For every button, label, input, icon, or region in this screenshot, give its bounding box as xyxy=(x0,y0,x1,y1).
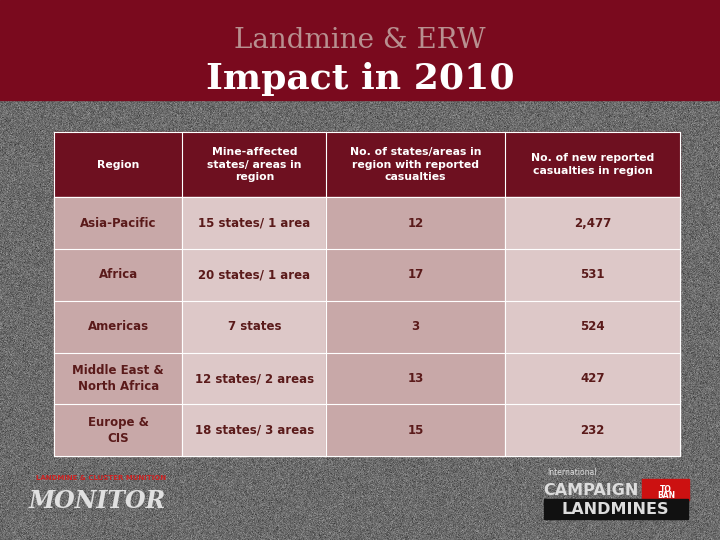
Text: 531: 531 xyxy=(580,268,605,281)
Bar xyxy=(182,249,326,301)
Text: Americas: Americas xyxy=(88,320,149,333)
Bar xyxy=(54,197,182,249)
Text: 15: 15 xyxy=(408,424,424,437)
Text: No. of new reported
casualties in region: No. of new reported casualties in region xyxy=(531,153,654,176)
Bar xyxy=(326,197,505,249)
Bar xyxy=(505,197,680,249)
Bar xyxy=(326,353,505,404)
Bar xyxy=(54,404,182,456)
Bar xyxy=(505,132,680,197)
Text: BAN: BAN xyxy=(657,491,675,500)
Text: 20 states/ 1 area: 20 states/ 1 area xyxy=(199,268,310,281)
Text: 12: 12 xyxy=(408,217,424,230)
Text: 17: 17 xyxy=(408,268,424,281)
Bar xyxy=(505,301,680,353)
Bar xyxy=(326,404,505,456)
Text: MONITOR: MONITOR xyxy=(29,489,166,513)
Text: 15 states/ 1 area: 15 states/ 1 area xyxy=(198,217,310,230)
Bar xyxy=(505,404,680,456)
Text: 12 states/ 2 areas: 12 states/ 2 areas xyxy=(195,372,314,385)
Bar xyxy=(326,249,505,301)
Text: Impact in 2010: Impact in 2010 xyxy=(206,63,514,96)
Bar xyxy=(54,132,182,197)
Text: Asia-Pacific: Asia-Pacific xyxy=(80,217,156,230)
Text: TO: TO xyxy=(660,485,672,494)
Bar xyxy=(326,132,505,197)
Bar xyxy=(182,353,326,404)
Text: Landmine & ERW: Landmine & ERW xyxy=(234,27,486,54)
Text: Europe &
CIS: Europe & CIS xyxy=(88,416,148,445)
Text: 18 states/ 3 areas: 18 states/ 3 areas xyxy=(195,424,314,437)
Bar xyxy=(54,353,182,404)
Text: 2,477: 2,477 xyxy=(574,217,611,230)
Text: 524: 524 xyxy=(580,320,605,333)
Text: 13: 13 xyxy=(408,372,424,385)
Bar xyxy=(182,404,326,456)
Text: International: International xyxy=(547,468,597,477)
Bar xyxy=(505,249,680,301)
Text: 232: 232 xyxy=(580,424,605,437)
Bar xyxy=(54,301,182,353)
Bar xyxy=(326,301,505,353)
Text: 3: 3 xyxy=(412,320,420,333)
Text: No. of states/areas in
region with reported
casualties: No. of states/areas in region with repor… xyxy=(350,147,482,183)
Bar xyxy=(642,479,689,500)
Bar xyxy=(182,132,326,197)
Text: CAMPAIGN: CAMPAIGN xyxy=(544,483,639,498)
Text: Africa: Africa xyxy=(99,268,138,281)
Text: 7 states: 7 states xyxy=(228,320,282,333)
Bar xyxy=(544,499,688,519)
Bar xyxy=(182,301,326,353)
Text: Middle East &
North Africa: Middle East & North Africa xyxy=(73,364,164,393)
Text: Mine-affected
states/ areas in
region: Mine-affected states/ areas in region xyxy=(207,147,302,183)
Bar xyxy=(0,0,720,100)
Bar xyxy=(54,249,182,301)
Text: LANDMINE & CLUSTER MUNITION: LANDMINE & CLUSTER MUNITION xyxy=(36,475,166,481)
Bar xyxy=(182,197,326,249)
Text: LANDMINES: LANDMINES xyxy=(562,502,670,517)
Text: 427: 427 xyxy=(580,372,605,385)
Text: Region: Region xyxy=(97,160,140,170)
Bar xyxy=(505,353,680,404)
